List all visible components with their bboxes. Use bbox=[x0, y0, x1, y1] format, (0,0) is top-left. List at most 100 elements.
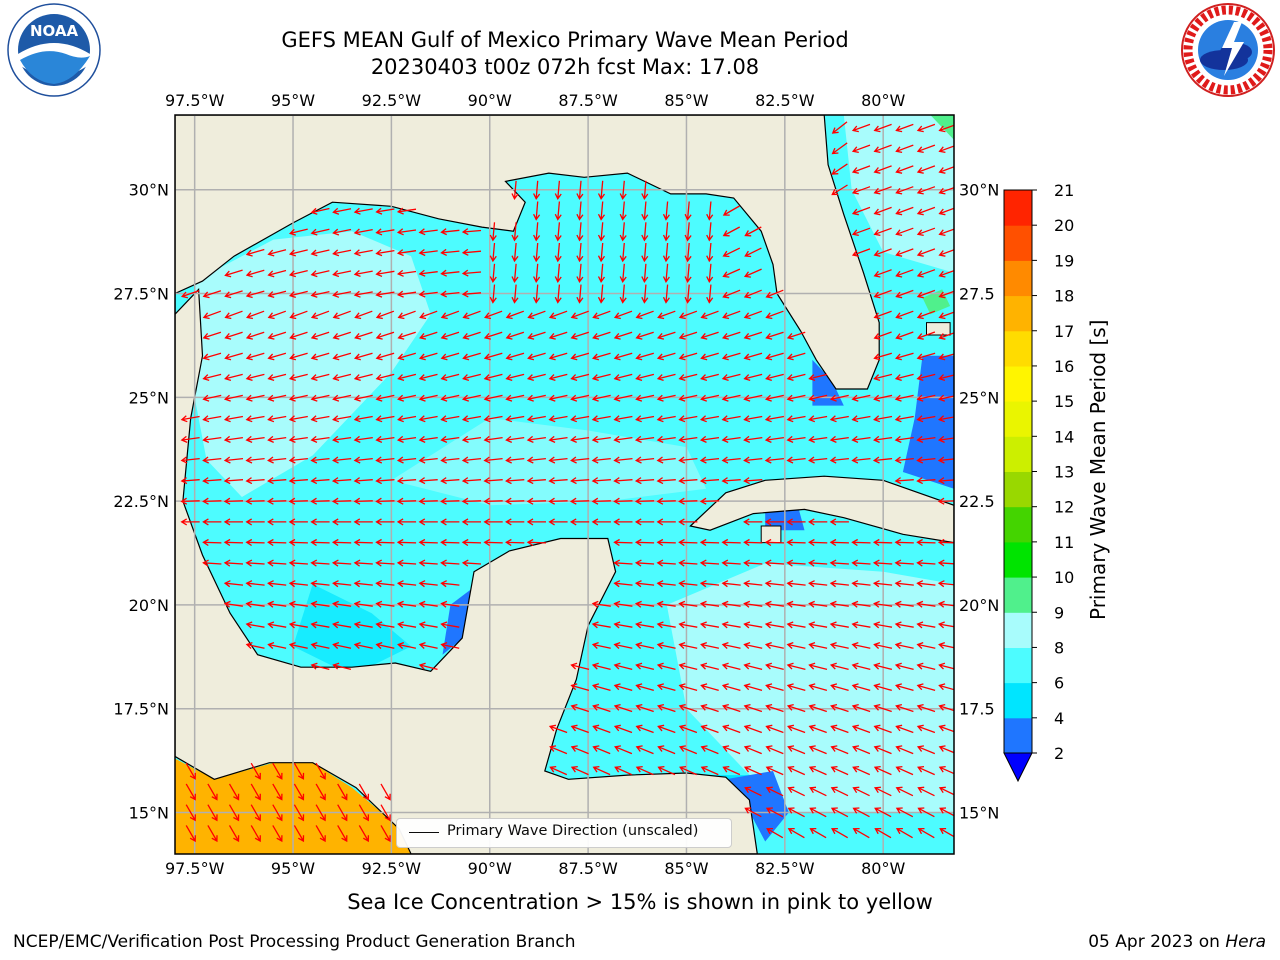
colorbar-segment-13 bbox=[1004, 260, 1032, 297]
wave-arrow bbox=[787, 807, 805, 818]
wave-arrow bbox=[527, 352, 546, 361]
wave-arrow bbox=[894, 559, 914, 567]
wave-arrow bbox=[505, 477, 525, 485]
wave-arrow bbox=[743, 456, 763, 464]
wave-arrow bbox=[310, 310, 330, 320]
wave-arrow bbox=[743, 703, 763, 713]
wave-arrow bbox=[656, 352, 676, 361]
wave-arrow bbox=[250, 825, 261, 843]
wave-arrow bbox=[635, 641, 655, 649]
colorbar-label-3: 8 bbox=[1054, 638, 1064, 657]
wave-arrow bbox=[894, 435, 914, 443]
wave-arrow bbox=[461, 477, 482, 485]
wave-arrow bbox=[937, 477, 954, 485]
wave-arrow bbox=[894, 580, 914, 588]
wave-arrow bbox=[353, 394, 373, 402]
wave-arrow bbox=[549, 745, 568, 755]
wave-arrow bbox=[245, 518, 265, 526]
wave-arrow bbox=[461, 559, 482, 567]
wave-arrow bbox=[895, 331, 914, 340]
wave-arrow bbox=[462, 331, 481, 340]
wave-arrow bbox=[700, 394, 720, 402]
wave-arrow bbox=[267, 331, 287, 340]
wave-arrow bbox=[916, 248, 936, 257]
wave-arrow bbox=[527, 331, 546, 340]
wave-arrow bbox=[895, 827, 913, 839]
wave-arrow bbox=[396, 600, 417, 608]
wave-arrow bbox=[829, 456, 849, 464]
wave-arrow bbox=[656, 477, 676, 485]
wave-arrow bbox=[613, 559, 633, 567]
wave-arrow bbox=[829, 600, 849, 608]
wave-arrow bbox=[505, 352, 525, 361]
wave-arrow bbox=[418, 559, 438, 567]
wave-arrow bbox=[267, 580, 287, 588]
wave-arrow bbox=[505, 394, 525, 402]
footer-date-text: 05 Apr 2023 on bbox=[1088, 932, 1226, 952]
wave-arrow bbox=[613, 580, 633, 588]
wave-arrow bbox=[267, 477, 287, 485]
colorbar-segment-6 bbox=[1004, 506, 1032, 543]
wave-arrow bbox=[533, 242, 541, 263]
lat-tick-right-0: 30°N bbox=[959, 181, 999, 200]
wave-arrow bbox=[533, 222, 541, 242]
wave-arrow bbox=[809, 786, 827, 797]
colorbar-label-15: 20 bbox=[1054, 216, 1074, 235]
wave-arrow bbox=[830, 745, 849, 755]
wave-arrow bbox=[310, 559, 330, 567]
wave-arrow bbox=[288, 290, 308, 299]
wave-arrow bbox=[873, 415, 893, 423]
wave-arrow bbox=[267, 538, 287, 547]
wave-arrow bbox=[678, 662, 698, 671]
wave-arrow bbox=[916, 703, 936, 713]
wave-arrow bbox=[937, 456, 954, 464]
wave-arrow bbox=[397, 641, 417, 649]
wave-arrow bbox=[353, 600, 373, 608]
wave-arrow bbox=[570, 435, 590, 443]
wave-arrow bbox=[526, 373, 546, 382]
wave-arrow bbox=[786, 621, 806, 629]
wave-arrow bbox=[185, 825, 196, 843]
wave-arrow bbox=[634, 580, 655, 588]
wave-arrow bbox=[916, 269, 936, 278]
wave-arrow bbox=[894, 477, 914, 485]
wave-arrow bbox=[207, 825, 218, 843]
wave-arrow bbox=[272, 762, 283, 780]
colorbar-segment-14 bbox=[1004, 225, 1032, 261]
wave-arrow bbox=[375, 415, 395, 423]
wave-arrow bbox=[722, 226, 741, 237]
wave-arrow bbox=[635, 352, 654, 361]
wave-arrow bbox=[483, 497, 503, 505]
wave-arrow bbox=[397, 352, 416, 361]
wave-arrow bbox=[396, 580, 417, 588]
footer-credit: NCEP/EMC/Verification Post Processing Pr… bbox=[13, 932, 576, 952]
wave-arrow bbox=[202, 290, 222, 299]
wave-arrow bbox=[873, 703, 892, 713]
wave-arrow bbox=[440, 248, 460, 256]
wave-arrow bbox=[873, 724, 892, 734]
wave-arrow bbox=[786, 415, 806, 423]
wave-direction-arrows bbox=[180, 121, 954, 843]
wave-arrow bbox=[619, 222, 627, 242]
wave-arrow bbox=[293, 804, 305, 822]
wave-arrow bbox=[765, 373, 784, 382]
wave-arrow bbox=[786, 456, 806, 464]
wave-arrow bbox=[656, 580, 676, 588]
wave-arrow bbox=[440, 559, 460, 567]
wave-arrow bbox=[554, 180, 562, 200]
wave-arrow bbox=[700, 745, 719, 755]
wave-arrow bbox=[721, 477, 741, 485]
wave-arrow bbox=[744, 786, 762, 797]
wave-arrow bbox=[592, 765, 611, 776]
wave-arrow bbox=[937, 538, 954, 547]
wave-arrow bbox=[895, 745, 914, 755]
lat-tick-right-4: 20°N bbox=[959, 596, 999, 615]
colorbar-label-4: 9 bbox=[1054, 603, 1064, 622]
wave-arrow bbox=[656, 435, 676, 443]
wave-arrow bbox=[678, 621, 698, 629]
wave-arrow bbox=[310, 456, 330, 464]
wave-arrow bbox=[181, 289, 200, 299]
wave-arrow bbox=[678, 331, 698, 340]
colorbar-label-12: 17 bbox=[1054, 322, 1074, 341]
